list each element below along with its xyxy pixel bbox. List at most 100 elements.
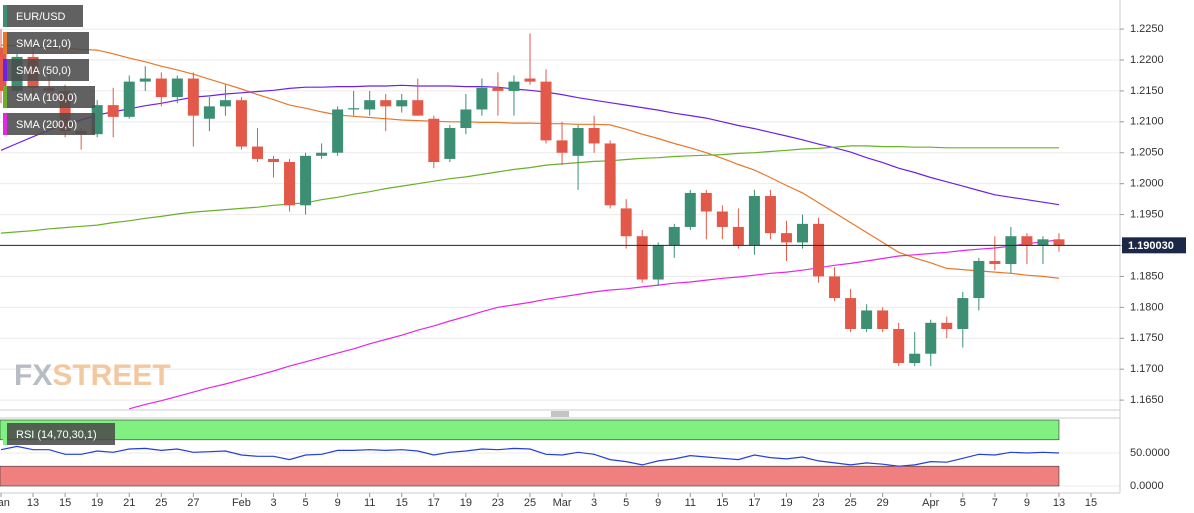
legend-label: RSI (14,70,30,1): [16, 429, 97, 441]
x-tick-label: 5: [623, 497, 629, 509]
candle-body: [668, 226, 680, 246]
candle-body: [412, 100, 424, 116]
legend-box: [3, 5, 83, 27]
candle-body: [476, 87, 488, 110]
last-price-box: [1122, 237, 1186, 254]
x-tick-label: 25: [844, 497, 856, 509]
candle-body: [508, 81, 520, 91]
y-tick-label: 1.1800: [1130, 301, 1164, 313]
candle-body: [748, 196, 760, 246]
indicator-line: [129, 239, 1060, 410]
x-tick-label: 17: [428, 497, 440, 509]
x-tick-label: 19: [91, 497, 103, 509]
legend-item[interactable]: SMA (50,0): [3, 59, 89, 81]
x-tick-label: Mar: [553, 497, 572, 509]
legend-item[interactable]: EUR/USD: [3, 5, 83, 27]
candle-body: [620, 208, 632, 237]
candle-body: [155, 78, 167, 98]
x-tick-label: 3: [591, 497, 597, 509]
x-tick-label: 15: [59, 497, 71, 509]
candle-body: [364, 100, 376, 110]
legend-label: SMA (21,0): [16, 38, 71, 50]
candle-body: [139, 78, 151, 82]
y-tick-label: 1.1700: [1130, 363, 1164, 375]
indicator-line: [0, 145, 1059, 234]
pane-handle[interactable]: [551, 411, 569, 417]
candle-body: [1053, 239, 1065, 246]
x-tick-label: 5: [960, 497, 966, 509]
rsi-pane: [0, 419, 1060, 487]
candle-body: [540, 81, 552, 141]
candle-body: [59, 90, 71, 132]
candle-body: [780, 233, 792, 243]
x-tick-label: 9: [335, 497, 341, 509]
x-tick-label: Jan: [0, 497, 10, 509]
y-tick-label: 1.2150: [1130, 85, 1164, 97]
overlay: 1.16501.17001.17501.18001.18501.19001.19…: [0, 5, 1186, 509]
candle-body: [460, 109, 472, 129]
legend-box: [3, 113, 95, 135]
x-tick-label: 11: [685, 497, 696, 509]
watermark-part: STREET: [52, 359, 170, 392]
legend-box: [3, 32, 89, 54]
y-tick-label: 1.2200: [1130, 54, 1164, 66]
x-tick-label: 9: [1024, 497, 1030, 509]
x-tick-label: 13: [27, 497, 39, 509]
legend-label: EUR/USD: [16, 11, 66, 23]
x-tick-label: 15: [396, 497, 408, 509]
candle-body: [107, 105, 119, 117]
candle-body: [123, 81, 135, 117]
x-tick-label: 17: [748, 497, 760, 509]
legend-swatch: [3, 5, 7, 27]
candle-body: [813, 223, 825, 277]
y-tick-label: 1.1650: [1130, 394, 1164, 406]
candle-body: [941, 322, 953, 329]
candle-body: [845, 298, 857, 329]
y-tick-label: 1.2000: [1130, 178, 1164, 190]
watermark: FXSTREET: [14, 359, 171, 392]
x-tick-label: Apr: [922, 497, 939, 509]
candle-body: [428, 118, 440, 163]
y-tick-label: 1.1950: [1130, 208, 1164, 220]
candle-body: [492, 87, 504, 91]
x-tick-label: 25: [524, 497, 536, 509]
legend-label: SMA (50,0): [16, 65, 71, 77]
x-tick-label: 5: [303, 497, 309, 509]
legend-box: [3, 423, 115, 445]
legend-swatch: [3, 86, 7, 108]
candle-body: [1037, 239, 1049, 246]
candle-body: [1005, 236, 1017, 265]
x-tick-label: 23: [812, 497, 824, 509]
legend-item[interactable]: SMA (200,0): [3, 113, 95, 135]
indicator-line: [0, 44, 1060, 279]
watermark-part: FX: [14, 359, 52, 392]
x-tick-label: 21: [123, 497, 135, 509]
y-tick-label: 1.1850: [1130, 270, 1164, 282]
candle-body: [300, 155, 312, 206]
candle-body: [957, 298, 969, 329]
candle-body: [604, 143, 616, 206]
candle-body: [732, 226, 744, 246]
candle-body: [91, 105, 103, 135]
legend-box: [3, 86, 95, 108]
legend-item[interactable]: SMA (100,0): [3, 86, 95, 108]
x-tick-label: 9: [655, 497, 661, 509]
x-tick-label: 25: [155, 497, 167, 509]
candle-body: [861, 310, 873, 329]
x-tick-label: 3: [270, 497, 276, 509]
y-tick-label: 0.0000: [1130, 480, 1164, 492]
candle-body: [877, 310, 889, 329]
candle-body: [380, 100, 392, 107]
x-tick-label: 27: [187, 497, 199, 509]
candle-body: [716, 211, 728, 227]
indicator-line: [0, 445, 1060, 467]
candle-body: [588, 128, 600, 144]
x-tick-label: 19: [460, 497, 472, 509]
legend-item[interactable]: SMA (21,0): [3, 32, 89, 54]
candle-body: [524, 78, 536, 82]
legend-swatch: [3, 59, 7, 81]
legend-item[interactable]: RSI (14,70,30,1): [3, 423, 115, 445]
legend-label: SMA (100,0): [16, 92, 77, 104]
oversold-band: [0, 465, 1060, 487]
